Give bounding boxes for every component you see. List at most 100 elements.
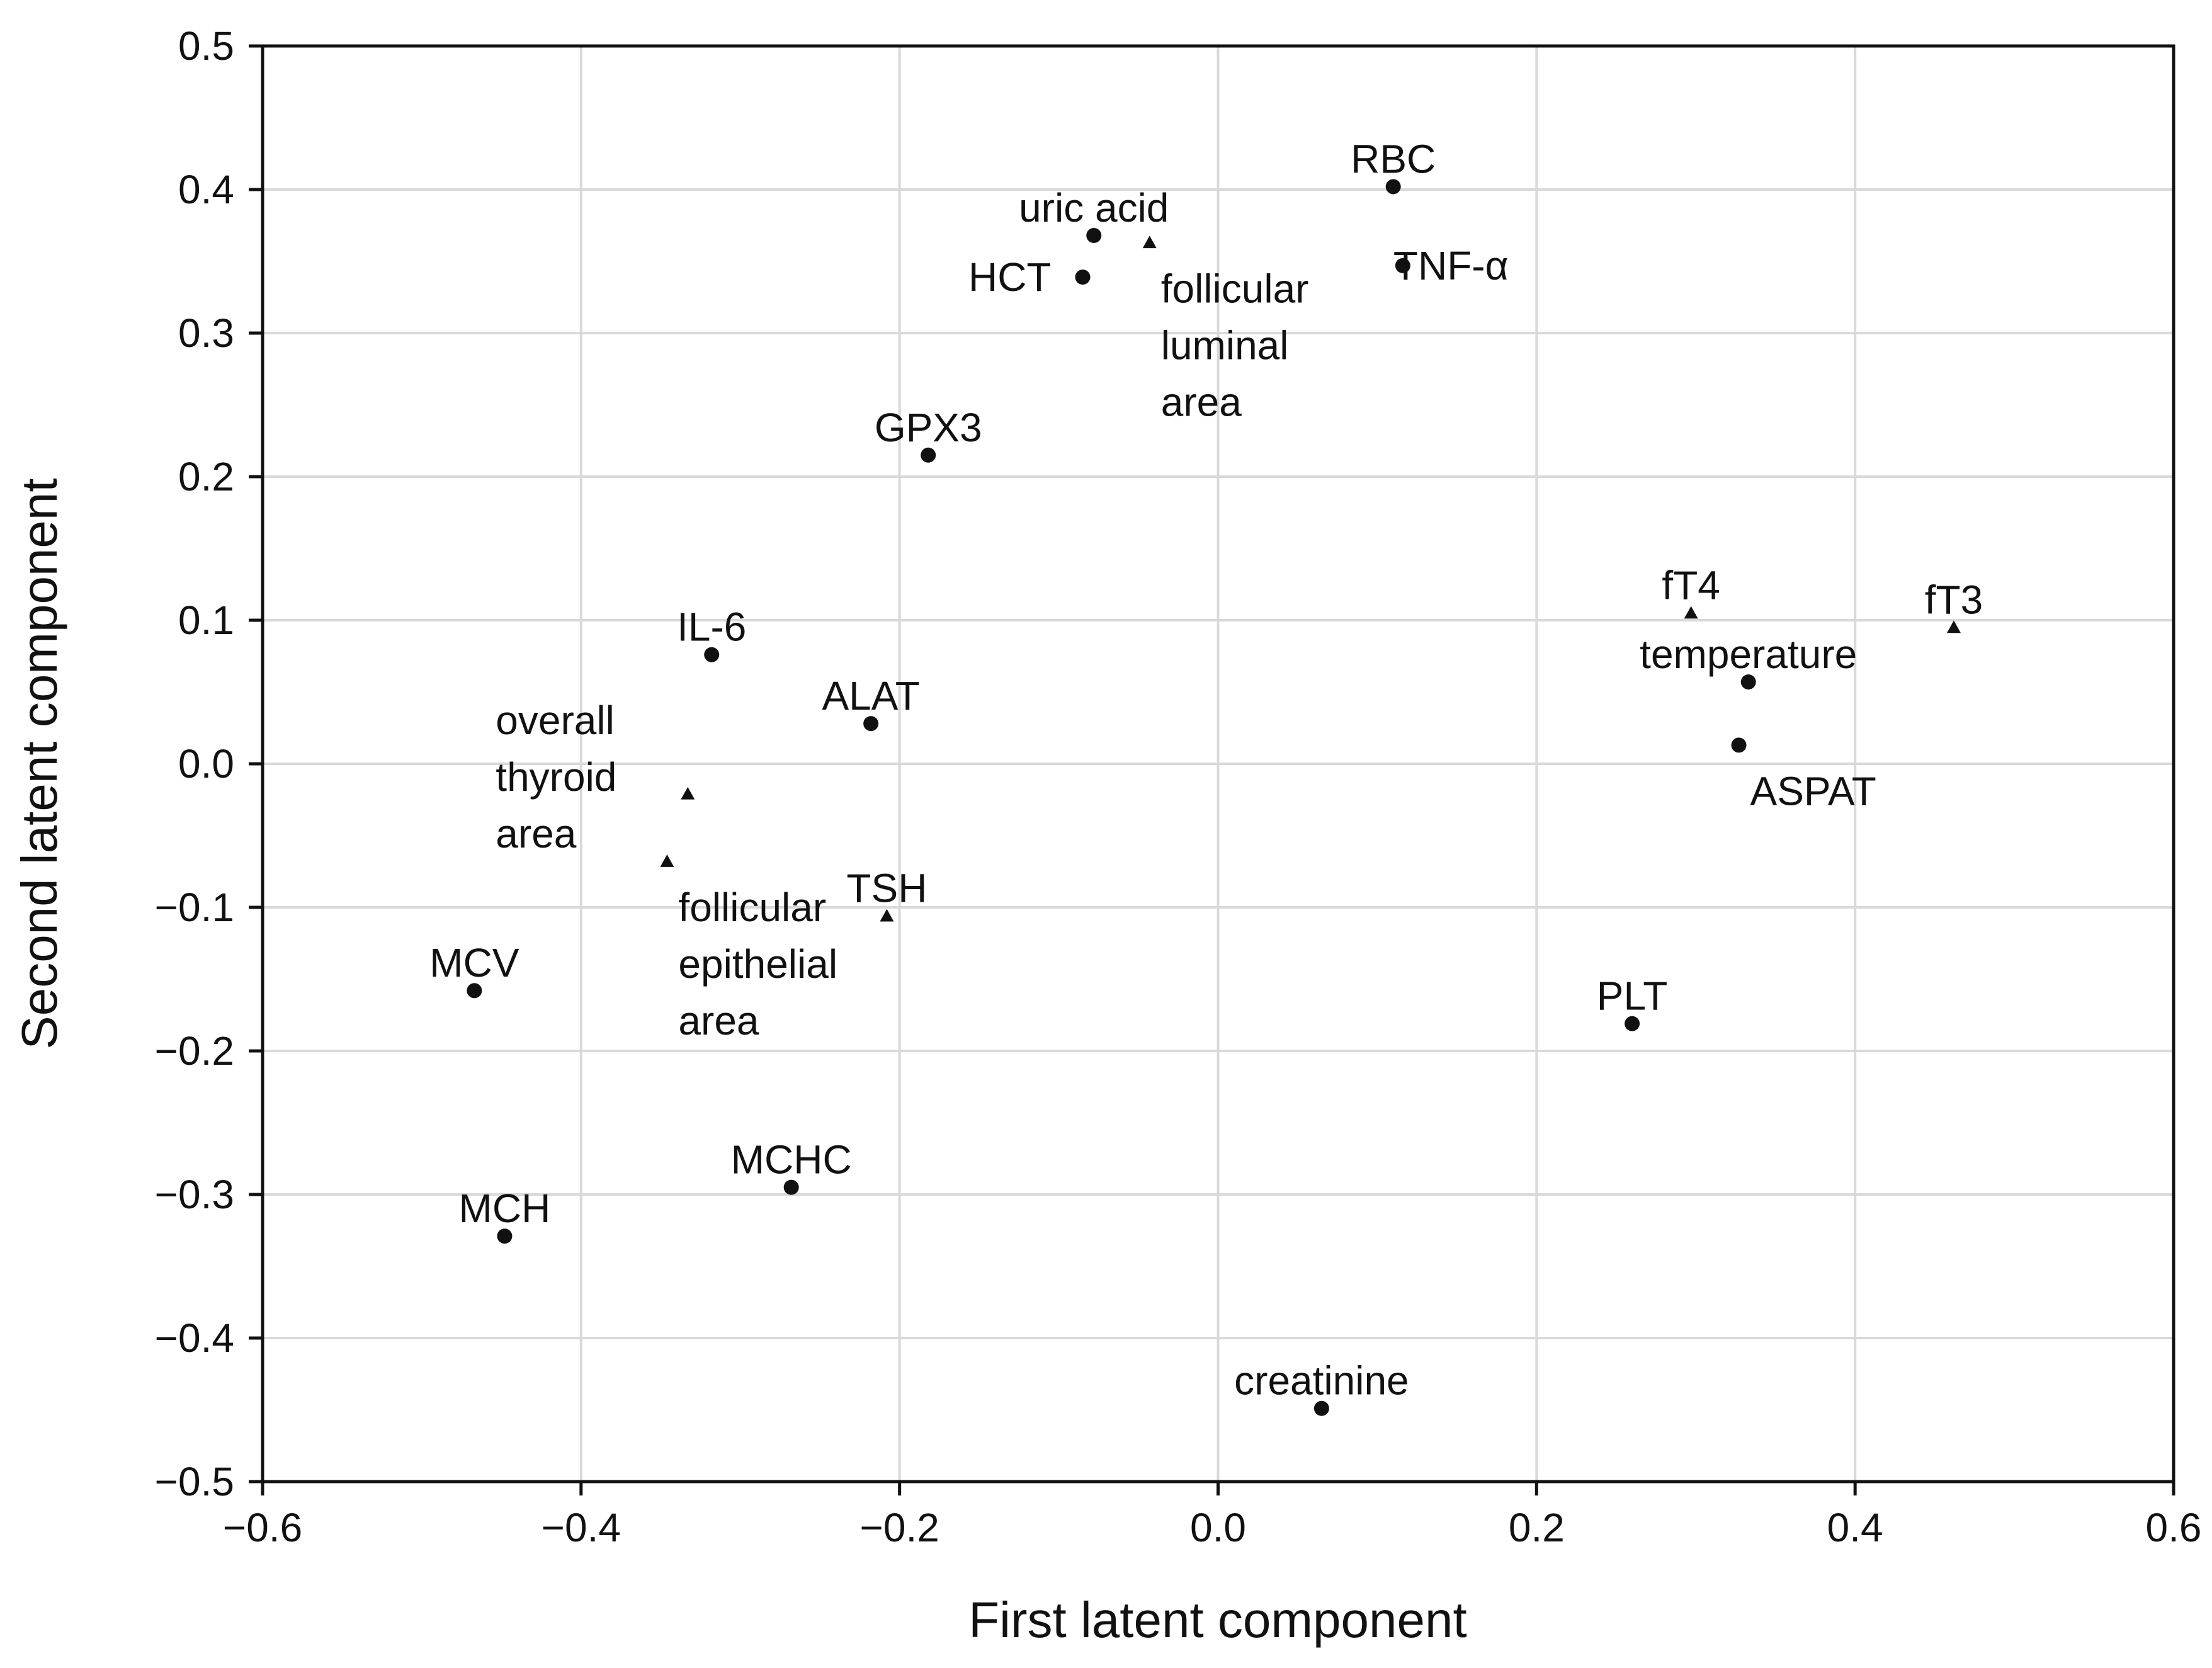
point-label: PLT — [1597, 973, 1668, 1019]
x-tick-label: −0.6 — [223, 1505, 302, 1550]
point-label-line: thyroid — [496, 754, 616, 800]
point-overall-thyroid-area: overall thyroid area — [496, 698, 695, 856]
point-mch: MCH — [459, 1186, 551, 1244]
point-label: ASPAT — [1750, 768, 1876, 814]
point-mcv: MCV — [429, 940, 519, 999]
point-label: TSH — [846, 866, 927, 911]
point-label-line: GPX3 — [875, 405, 982, 450]
triangle-marker — [1684, 606, 1698, 619]
point-label: MCHC — [731, 1137, 852, 1183]
circle-marker — [783, 1179, 799, 1195]
y-axis-title: Second latent component — [11, 478, 67, 1049]
y-tick-label: 0.0 — [178, 741, 234, 786]
point-gpx3: GPX3 — [875, 405, 982, 463]
y-tick-label: 0.2 — [178, 454, 234, 499]
circle-marker — [1075, 269, 1091, 285]
point-uric-acid: uric acid — [1019, 185, 1169, 243]
y-tick-label: −0.5 — [155, 1459, 234, 1504]
y-tick-label: −0.3 — [155, 1172, 234, 1217]
point-label-line: IL-6 — [677, 604, 746, 650]
circle-marker — [1731, 737, 1747, 753]
point-label-line: MCHC — [731, 1137, 852, 1183]
point-tsh: TSH — [846, 866, 927, 922]
circle-marker — [1740, 674, 1756, 690]
point-label: MCV — [429, 940, 519, 985]
x-tick-label: 0.4 — [1827, 1505, 1883, 1550]
point-label-line: uric acid — [1019, 185, 1169, 230]
point-label: TNF-α — [1393, 243, 1509, 288]
circle-marker — [863, 716, 879, 732]
point-temperature: temperature — [1640, 632, 1857, 690]
point-label-line: epithelial — [678, 941, 837, 987]
point-label: MCH — [459, 1186, 551, 1231]
point-label-line: fT3 — [1925, 577, 1983, 622]
point-plt: PLT — [1597, 973, 1668, 1031]
point-label-line: area — [496, 811, 577, 856]
point-mchc: MCHC — [731, 1137, 852, 1195]
point-label-line: TNF-α — [1393, 243, 1509, 288]
point-aspat: ASPAT — [1731, 737, 1876, 814]
grid — [263, 46, 2174, 1482]
point-label-line: RBC — [1351, 136, 1436, 181]
point-il-6: IL-6 — [677, 604, 746, 662]
circle-marker — [1385, 179, 1401, 195]
point-creatinine: creatinine — [1234, 1358, 1409, 1416]
point-label: HCT — [968, 254, 1052, 300]
point-label: follicular luminal area — [1161, 266, 1309, 424]
circle-marker — [467, 983, 482, 999]
y-tick-label: 0.1 — [178, 598, 234, 643]
point-ft4: fT4 — [1662, 563, 1720, 619]
point-label-line: follicular — [1161, 266, 1309, 311]
x-tick-label: −0.4 — [542, 1505, 621, 1550]
circle-marker — [921, 447, 936, 463]
x-tick-label: 0.2 — [1509, 1505, 1565, 1550]
point-label: IL-6 — [677, 604, 746, 650]
point-label-line: area — [1161, 379, 1242, 424]
axis-ticks: −0.6 −0.4 −0.2 0.0 0.2 0.4 0.6 0.5 0.4 0.3 0.2 0.1 0… — [155, 23, 2202, 1550]
circle-marker — [1313, 1400, 1329, 1416]
circle-marker — [704, 647, 720, 662]
x-axis-title: First latent component — [968, 1592, 1466, 1648]
point-label: overall thyroid area — [496, 698, 616, 856]
y-tick-label: 0.5 — [178, 23, 234, 69]
point-label-line: MCV — [429, 940, 519, 985]
point-label: RBC — [1351, 136, 1436, 181]
point-label-line: follicular — [678, 885, 826, 930]
y-tick-label: −0.1 — [155, 885, 234, 930]
point-ft3: fT3 — [1925, 577, 1983, 633]
point-label-line: PLT — [1597, 973, 1668, 1019]
point-label-line: temperature — [1640, 632, 1857, 677]
x-tick-label: −0.2 — [859, 1505, 939, 1550]
circle-marker — [1086, 227, 1102, 243]
point-label-line: luminal — [1161, 322, 1289, 368]
point-label-line: ALAT — [822, 673, 919, 718]
point-label: GPX3 — [875, 405, 982, 450]
point-label: uric acid — [1019, 185, 1169, 230]
y-tick-label: −0.4 — [155, 1315, 234, 1361]
point-label: ALAT — [822, 673, 919, 718]
point-label: creatinine — [1234, 1358, 1409, 1404]
point-label-line: creatinine — [1234, 1358, 1409, 1404]
y-tick-label: 0.4 — [178, 167, 234, 212]
point-label-line: MCH — [459, 1186, 551, 1231]
y-tick-label: −0.2 — [155, 1028, 234, 1074]
point-label: fT3 — [1925, 577, 1983, 622]
triangle-marker — [880, 909, 894, 922]
y-tick-label: 0.3 — [178, 310, 234, 356]
point-follicular-epithelial-area: follicular epithelial area — [660, 854, 837, 1043]
point-label: temperature — [1640, 632, 1857, 677]
point-tnf: TNF-α — [1393, 243, 1509, 288]
point-rbc: RBC — [1351, 136, 1436, 195]
circle-marker — [1625, 1016, 1640, 1031]
triangle-marker — [660, 854, 674, 867]
triangle-marker — [681, 786, 695, 800]
triangle-marker — [1946, 620, 1961, 633]
point-label-line: TSH — [846, 866, 927, 911]
point-label: fT4 — [1662, 563, 1720, 608]
point-label: follicular epithelial area — [678, 885, 837, 1043]
x-tick-label: 0.6 — [2146, 1505, 2202, 1550]
point-label-line: overall — [496, 698, 615, 743]
data-points: RBC uric acid follicular luminal area HCT TNF-… — [429, 136, 1983, 1416]
